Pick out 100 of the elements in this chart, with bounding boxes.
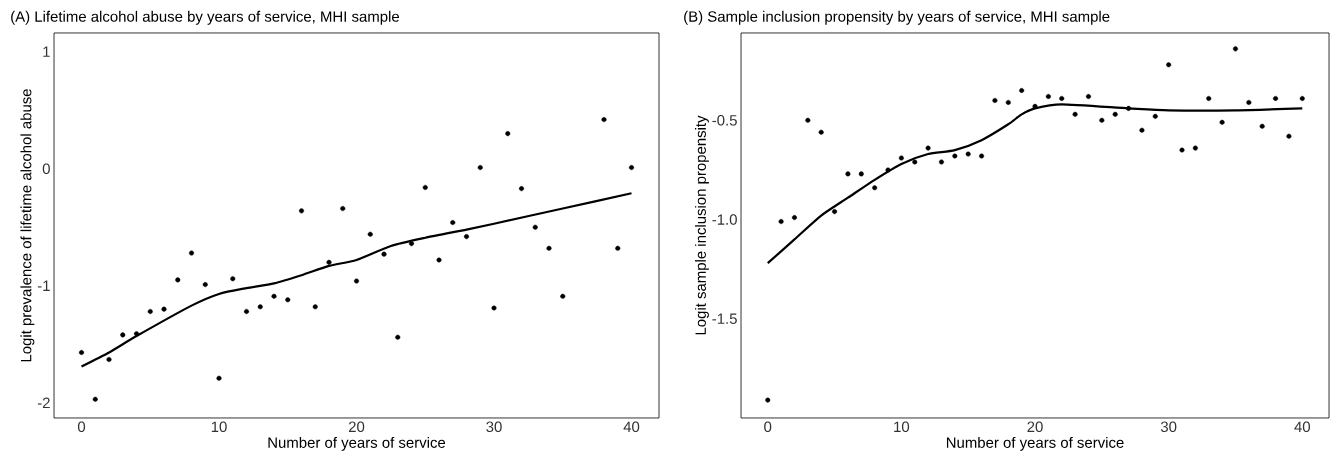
point [1019,88,1025,94]
chart-title: (B) Sample inclusion propensity by years of service, MHI sample [684,10,1110,25]
point [257,304,263,310]
point [925,145,931,151]
x-tick-label: 10 [894,421,910,433]
point [285,297,291,303]
point [340,206,346,212]
point [312,304,318,310]
point [629,165,634,171]
x-tick-label: 10 [211,421,227,433]
point [161,306,167,312]
point [519,186,524,192]
point [818,129,824,135]
point [615,245,621,251]
point [422,184,428,190]
x-tick-label: 40 [623,421,640,433]
point [1126,105,1132,111]
point [791,215,797,221]
x-tick-label: 30 [1160,421,1177,433]
point [354,278,360,284]
x-tick-label: 20 [1027,421,1043,433]
chart-title: (A) Lifetime alcohol abuse by years of service, MHI sample [11,10,400,25]
point [216,375,222,381]
point [898,155,904,161]
point [395,334,401,340]
point [134,331,140,337]
point [147,309,153,314]
point [326,259,332,265]
y-tick-label: 1 [43,46,50,57]
x-tick-label: 0 [764,421,772,433]
point [560,293,566,299]
x-tick-label: 0 [77,421,86,433]
point [858,171,864,177]
point [965,151,971,157]
point [1005,99,1011,105]
point [175,277,181,283]
point [271,293,277,299]
line-series [80,192,633,368]
point [120,332,126,338]
y-tick-label: -1 [37,280,50,291]
point [845,171,851,177]
y-tick-label: 0 [42,163,50,175]
point [202,282,208,288]
point [1085,94,1091,99]
point [1259,123,1265,129]
point [79,349,85,355]
point [601,117,607,123]
point [450,220,456,226]
x-axis-title: Number of years of service [268,436,446,451]
point [805,117,811,123]
x-tick-label: 30 [486,421,502,433]
point [546,245,552,251]
point [532,224,538,230]
point [1059,95,1065,101]
point [938,159,944,165]
point [1246,99,1252,105]
point [1072,111,1078,117]
x-axis-title: Number of years of service [946,436,1124,451]
point [1112,111,1118,117]
point [952,153,958,159]
point [477,165,483,171]
point [992,97,998,103]
y-axis-title: Logit sample inclusion propensity [694,115,709,335]
y-tick-label: -0.5 [712,115,737,126]
point [491,305,497,311]
point [1219,119,1225,125]
point [1232,46,1238,52]
point [979,153,985,159]
point [1166,62,1172,68]
point [299,208,305,214]
point [885,167,891,173]
y-tick-label: -2 [37,397,50,408]
point [1099,117,1105,123]
point [381,251,387,257]
point [436,257,442,263]
point [409,241,415,247]
point [1299,95,1305,101]
point [1045,94,1051,99]
x-tick-label: 40 [1294,421,1310,433]
point [367,231,373,237]
point [230,276,236,282]
x-tick-label: 20 [348,421,365,433]
point [832,209,838,215]
point [912,159,918,165]
point [505,131,511,137]
point [464,234,470,240]
line-series [766,103,1304,265]
y-axis-title: Logit prevalence of lifetime alcohol abuse [20,89,35,362]
y-tick-label: -1.5 [712,313,737,324]
point [189,250,195,256]
y-tick-label: -1.0 [712,214,737,225]
point [1179,147,1185,153]
point [872,185,878,191]
point [244,309,250,314]
point [1152,113,1158,119]
point [765,397,771,403]
point [778,219,784,225]
point [1192,145,1198,151]
point [1206,95,1212,101]
point [1032,103,1038,109]
